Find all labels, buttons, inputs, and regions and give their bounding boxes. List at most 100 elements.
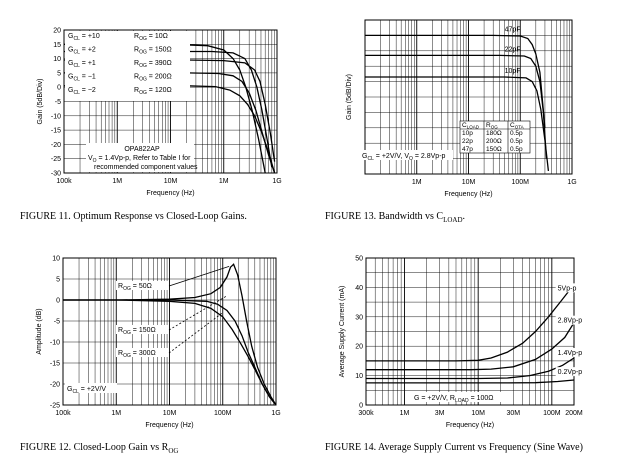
- annotation-box: [86, 143, 194, 172]
- legend-gain-label: GCL = +2: [68, 47, 96, 56]
- series-line-3: [64, 59, 276, 162]
- legend-rog-label: ROG = 150Ω: [134, 47, 172, 56]
- table-cell: 10p: [462, 130, 473, 137]
- series-line-2: [64, 50, 273, 168]
- series-line-3: [366, 357, 575, 380]
- figure-13-caption: FIGURE 13. Bandwidth vs CLOAD.: [325, 211, 466, 224]
- condition-bg: [361, 150, 453, 160]
- y-tick-label: 10: [355, 373, 363, 380]
- series-line-3: [365, 76, 550, 171]
- table-header: COTA: [510, 122, 524, 130]
- x-tick-label: 1M: [112, 178, 122, 185]
- table-header: CLOAD: [462, 122, 480, 130]
- x-tick-label: 10M: [164, 178, 178, 185]
- curve-label: ROG = 300Ω: [118, 350, 156, 359]
- condition-bg: [411, 392, 511, 402]
- x-axis-title: Frequency (Hz): [146, 190, 194, 197]
- table-cell: 180Ω: [486, 130, 502, 137]
- x-tick-label: 10M: [462, 179, 476, 186]
- curve-label-bg: [555, 367, 592, 377]
- y-tick-label: -20: [50, 382, 60, 389]
- condition-label: G = +2V/V, RLOAD = 100Ω: [414, 395, 494, 404]
- table-cell: 47p: [462, 146, 473, 153]
- legend-rog-label: ROG = 390Ω: [134, 60, 172, 69]
- y-axis-title: Gain (5dB/Div): [346, 74, 353, 120]
- y-tick-label: 15: [53, 42, 61, 49]
- legend-gain-label: GCL = +10: [68, 33, 100, 42]
- x-axis-title: Frequency (Hz): [446, 422, 494, 429]
- x-tick-label: 200M: [565, 410, 583, 417]
- curve-label: 5Vp-p: [558, 285, 577, 292]
- y-tick-label: 40: [355, 285, 363, 292]
- curve-label-bg: [116, 281, 168, 290]
- curve-label: 2.8Vp-p: [558, 318, 583, 325]
- table-cell: 22p: [462, 138, 473, 145]
- x-tick-label: 100k: [55, 410, 71, 417]
- x-tick-label: 1G: [271, 410, 280, 417]
- y-tick-label: -5: [54, 319, 60, 326]
- x-tick-label: 10M: [471, 410, 485, 417]
- y-tick-label: -10: [50, 340, 60, 347]
- y-tick-label: -25: [51, 156, 61, 163]
- component-table: [459, 120, 531, 154]
- series-line-2: [365, 54, 548, 159]
- series-line-1: [365, 34, 546, 128]
- condition-label: GCL = +2V/V, VO = 2.8Vp-p: [362, 153, 446, 162]
- x-tick-label: 100M: [214, 410, 232, 417]
- x-tick-label: 1M: [400, 410, 410, 417]
- y-tick-label: -15: [50, 361, 60, 368]
- y-axis-title: Average Supply Current (mA): [339, 286, 346, 378]
- curve-label-bg: [555, 315, 592, 325]
- x-tick-label: 100M: [543, 410, 561, 417]
- y-axis-title: Amplitude (dB): [36, 308, 43, 354]
- gain-label-bg: [65, 383, 117, 393]
- table-cell: 0.5p: [510, 146, 523, 153]
- legend-gain-label: GCL = +1: [68, 60, 96, 69]
- y-tick-label: 10: [52, 256, 60, 263]
- y-tick-label: -20: [51, 142, 61, 149]
- y-tick-label: 5: [56, 277, 60, 284]
- curve-label: 22pF: [505, 46, 521, 53]
- y-tick-label: 0: [57, 85, 61, 92]
- y-tick-label: 50: [355, 256, 363, 263]
- curve-pointer: [168, 295, 228, 331]
- x-axis-title: Frequency (Hz): [444, 191, 492, 198]
- figure-13-chart: 1M 10M 100M 1G Frequency (Hz) Gain (5dB/Div) 4…: [346, 19, 577, 198]
- y-tick-label: -25: [50, 403, 60, 410]
- x-tick-label: 1M: [111, 410, 121, 417]
- y-tick-label: 20: [355, 344, 363, 351]
- table-cell: 0.5p: [510, 130, 523, 137]
- curve-label-bg: [116, 348, 168, 357]
- table-cell: 0.5p: [510, 138, 523, 145]
- table-cell: 200Ω: [486, 138, 502, 145]
- y-tick-label: -15: [51, 128, 61, 135]
- x-tick-label: 1G: [272, 178, 281, 185]
- table-cell: 150Ω: [486, 146, 502, 153]
- x-tick-label: 1M: [219, 178, 229, 185]
- legend-box: [65, 31, 190, 101]
- y-tick-label: 20: [53, 28, 61, 35]
- series-line-1: [366, 284, 575, 362]
- curve-label: ROG = 150Ω: [118, 327, 156, 336]
- y-tick-label: -10: [51, 113, 61, 120]
- x-axis-title: Frequency (Hz): [145, 422, 193, 429]
- gain-label: GCL = +2V/V: [67, 386, 106, 395]
- curve-label: ROG = 50Ω: [118, 283, 152, 292]
- series-line-1: [63, 263, 277, 406]
- y-axis-title: Gain (5dB/Div): [37, 79, 44, 125]
- x-tick-label: 100k: [56, 178, 72, 185]
- curve-label: 10pF: [505, 68, 521, 75]
- curve-label-bg: [555, 348, 592, 358]
- x-tick-label: 100M: [511, 179, 529, 186]
- series-line-5: [64, 85, 276, 174]
- table-header: ROG: [486, 122, 498, 130]
- x-tick-label: 3M: [435, 410, 445, 417]
- series-line-2: [366, 322, 575, 371]
- figure-14-caption: FIGURE 14. Average Supply Current vs Fre…: [325, 442, 583, 453]
- y-tick-label: 0: [56, 298, 60, 305]
- annotation-part-number: OPA822AP: [124, 146, 160, 153]
- series-line-3: [63, 299, 277, 406]
- curve-label: 47pF: [505, 27, 521, 34]
- figure-12-caption: FIGURE 12. Closed-Loop Gain vs ROG: [20, 442, 179, 455]
